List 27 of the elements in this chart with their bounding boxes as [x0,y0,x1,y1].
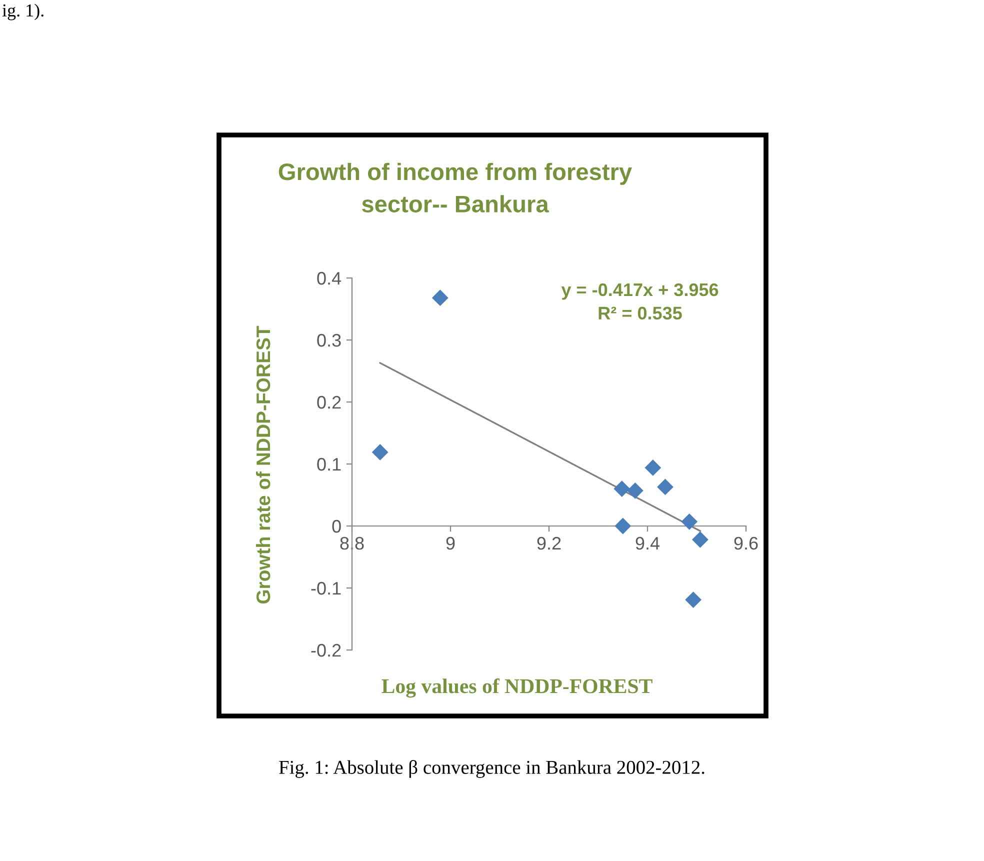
x-tick-label: 9.6 [734,536,758,550]
y-tick-label: -0.1 [311,582,341,595]
point [432,290,448,306]
y-axis-title: Growth rate of NDDP-FOREST [256,326,270,604]
x-tick-label: 9 [446,536,455,550]
x-axis-title: Log values of NDDP-FOREST [382,678,652,698]
point [614,480,630,498]
point [685,592,702,608]
point [681,513,698,530]
x-tick-label: 9.2 [537,536,561,550]
y-tick-label: 0.1 [317,458,341,471]
y-tick-label: 0.2 [317,396,341,409]
point [614,518,632,534]
x-tick-label: 9.4 [636,536,660,550]
point [372,444,388,460]
point [644,460,662,476]
y-tick-label: 0.4 [317,272,342,285]
annotation: y = -0.417x + 3.956 R² = 0.535 [561,283,718,320]
point [692,531,708,548]
chart-title: Growth of income from forestry sector-- Bankura [278,162,632,212]
y-tick-label: 0 [332,520,341,533]
caption: Fig. 1: Absolute β convergence in Bankura 2002-2012. [279,760,704,778]
y-tick-label: 0.3 [317,334,341,347]
text: ig. 1). [2,4,44,20]
point [657,478,674,496]
y-tick-label: -0.2 [311,644,341,657]
point [626,482,644,499]
